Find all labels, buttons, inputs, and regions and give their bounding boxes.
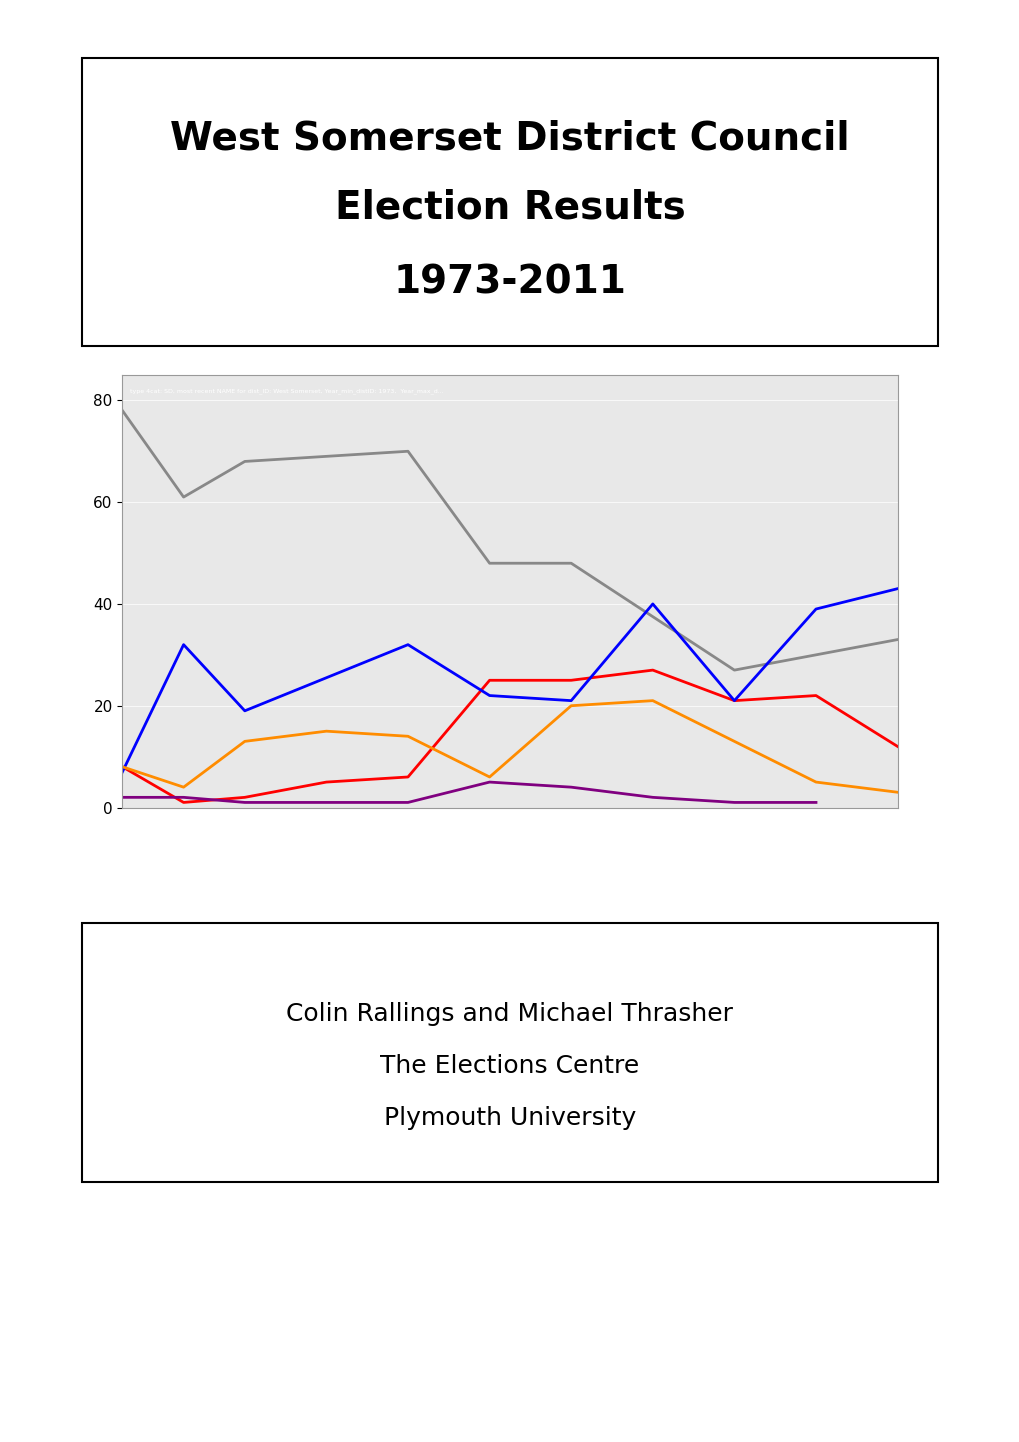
Text: Plymouth University: Plymouth University [383,1106,636,1129]
FancyBboxPatch shape [82,58,937,346]
Text: type 4cat: SD, most recent NAME for dist_ID: West Somerset, Year_min_distID: 197: type 4cat: SD, most recent NAME for dist… [130,388,443,394]
Text: 1973-2011: 1973-2011 [393,264,626,301]
Text: Colin Rallings and Michael Thrasher: Colin Rallings and Michael Thrasher [286,1002,733,1025]
Text: The Elections Centre: The Elections Centre [380,1054,639,1077]
Text: Election Results: Election Results [334,189,685,226]
Text: West Somerset District Council: West Somerset District Council [170,120,849,157]
FancyBboxPatch shape [82,923,937,1182]
